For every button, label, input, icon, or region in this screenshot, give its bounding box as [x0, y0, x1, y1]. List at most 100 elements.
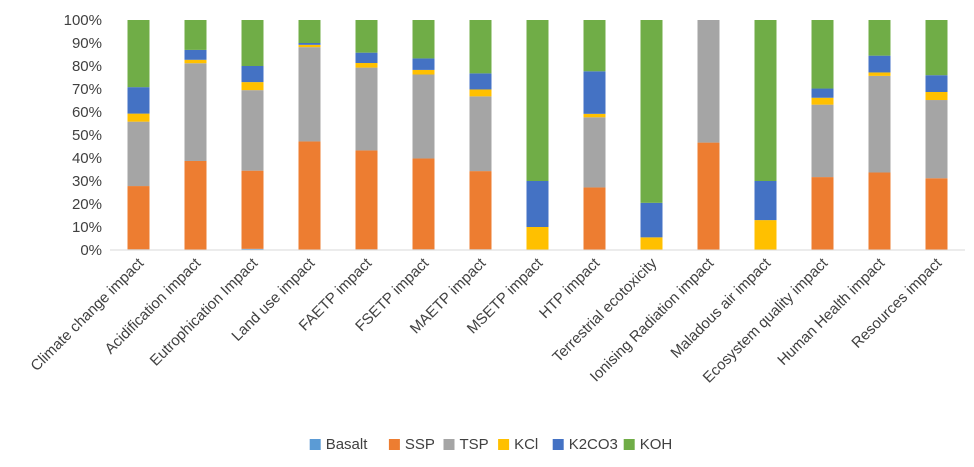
y-tick-label: 40%: [72, 150, 102, 167]
bar-segment-k2co3: [868, 55, 891, 73]
bar-segment-tsp: [583, 117, 606, 188]
bar-segment-ssp: [412, 158, 435, 250]
bar-segment-kcl: [412, 69, 435, 75]
bar-segment-ssp: [127, 186, 150, 250]
bar-segment-ssp: [241, 170, 264, 249]
bar-segment-ssp: [811, 177, 834, 250]
x-category-label: Terrestrial ecotoxicity: [549, 254, 660, 365]
bar-segment-koh: [811, 20, 834, 89]
bar-segment-kcl: [127, 113, 150, 122]
bar-segment-koh: [583, 20, 606, 72]
bars-group: [127, 20, 948, 250]
bar-segment-koh: [127, 20, 150, 88]
bar-segment-k2co3: [412, 58, 435, 70]
bar-segment-k2co3: [811, 88, 834, 98]
y-tick-label: 0%: [80, 242, 102, 259]
bar-segment-tsp: [298, 47, 321, 142]
bar-segment-koh: [241, 20, 264, 66]
bar-segment-kcl: [355, 63, 378, 68]
bar-segment-kcl: [184, 59, 207, 64]
bar-segment-k2co3: [925, 75, 948, 92]
bar-segment-ssp: [868, 172, 891, 250]
bar-segment-k2co3: [241, 66, 264, 83]
bar-segment-tsp: [412, 74, 435, 159]
bar-segment-k2co3: [583, 71, 606, 114]
x-category-label: Climate change impact: [27, 254, 147, 374]
bar-segment-tsp: [127, 121, 150, 187]
bar-segment-kcl: [241, 82, 264, 91]
bar-segment-tsp: [868, 75, 891, 173]
bar-segment-koh: [355, 20, 378, 53]
x-category-label: Maladous air impact: [667, 254, 775, 362]
y-tick-label: 30%: [72, 173, 102, 190]
legend-swatch-koh: [623, 439, 635, 450]
bar-segment-k2co3: [127, 87, 150, 114]
bar-segment-k2co3: [754, 181, 777, 221]
bar-segment-koh: [640, 20, 663, 203]
bar-segment-basalt: [241, 248, 264, 250]
bar-segment-koh: [469, 20, 492, 74]
bar-segment-tsp: [184, 63, 207, 161]
bar-segment-k2co3: [298, 43, 321, 45]
bar-segment-tsp: [697, 20, 720, 143]
y-tick-label: 100%: [64, 12, 102, 29]
bar-segment-k2co3: [640, 202, 663, 238]
bar-segment-koh: [754, 20, 777, 181]
bar-segment-koh: [526, 20, 549, 181]
bar-segment-k2co3: [355, 52, 378, 64]
bar-segment-koh: [925, 20, 948, 76]
bar-segment-kcl: [925, 91, 948, 101]
y-tick-label: 20%: [72, 196, 102, 213]
bar-segment-kcl: [868, 72, 891, 76]
bar-segment-kcl: [526, 227, 549, 250]
x-category-label: Acidification impact: [102, 254, 205, 357]
bar-segment-koh: [868, 20, 891, 56]
bar-segment-tsp: [241, 90, 264, 171]
legend: Basalt SSP TSP KCl K2CO3 KOH: [309, 436, 673, 453]
bar-segment-k2co3: [526, 181, 549, 227]
bar-segment-ssp: [697, 142, 720, 250]
y-axis: 0% 10% 20% 30% 40% 50% 60% 70% 80% 90% 100%: [64, 12, 102, 259]
bar-segment-tsp: [469, 96, 492, 172]
bar-segment-ssp: [355, 150, 378, 250]
y-tick-label: 90%: [72, 35, 102, 52]
bar-segment-kcl: [640, 237, 663, 250]
legend-swatch-ssp: [388, 439, 400, 450]
y-tick-label: 10%: [72, 219, 102, 236]
legend-label: TSP: [460, 436, 489, 453]
bar-segment-tsp: [355, 67, 378, 151]
bar-segment-k2co3: [469, 73, 492, 90]
bar-segment-tsp: [811, 104, 834, 178]
bar-segment-kcl: [298, 44, 321, 48]
bar-segment-kcl: [754, 220, 777, 250]
legend-swatch-tsp: [443, 439, 455, 450]
bar-segment-kcl: [583, 113, 606, 118]
y-tick-label: 70%: [72, 81, 102, 98]
legend-swatch-kcl: [498, 439, 510, 450]
bar-segment-ssp: [298, 141, 321, 250]
legend-label: KOH: [640, 436, 673, 453]
legend-label: Basalt: [326, 436, 369, 453]
bar-segment-koh: [412, 20, 435, 59]
bar-segment-kcl: [469, 89, 492, 97]
bar-segment-kcl: [811, 97, 834, 105]
bar-segment-koh: [298, 20, 321, 43]
bar-segment-ssp: [469, 171, 492, 250]
y-tick-label: 80%: [72, 58, 102, 75]
legend-label: SSP: [405, 436, 435, 453]
bar-segment-ssp: [184, 160, 207, 250]
y-tick-label: 50%: [72, 127, 102, 144]
bar-segment-tsp: [925, 100, 948, 179]
bar-segment-ssp: [925, 178, 948, 250]
legend-label: K2CO3: [569, 436, 618, 453]
bar-segment-koh: [184, 20, 207, 50]
bar-segment-k2co3: [184, 49, 207, 60]
legend-swatch-k2co3: [552, 439, 564, 450]
x-category-label: Eutrophication Impact: [147, 254, 262, 369]
y-tick-label: 60%: [72, 104, 102, 121]
x-category-label: Human Health impact: [774, 254, 889, 369]
legend-swatch-basalt: [309, 439, 321, 450]
